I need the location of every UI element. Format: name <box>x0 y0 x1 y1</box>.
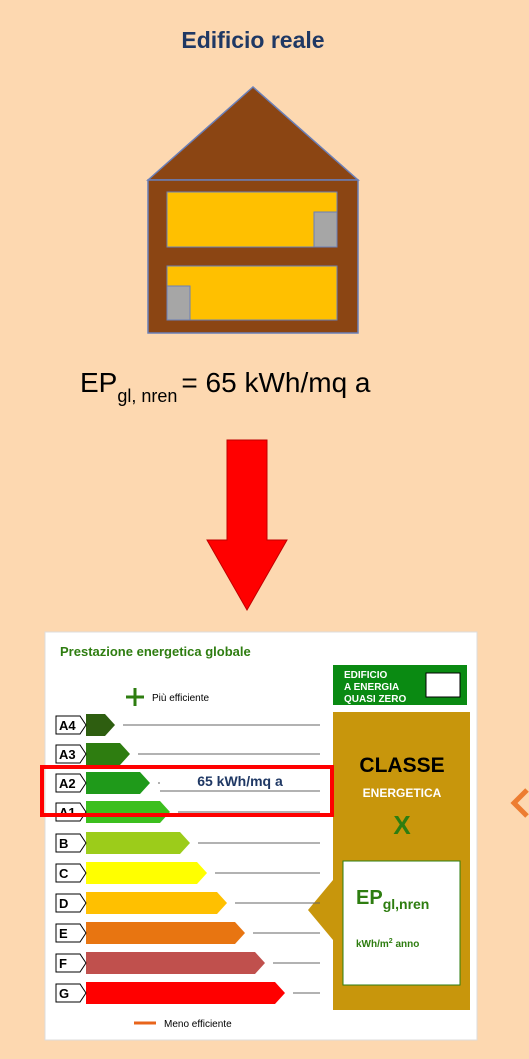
class-tag <box>55 893 87 913</box>
unit-sup: 2 <box>389 938 393 945</box>
label-title: Prestazione energetica globale <box>60 644 251 659</box>
unit-rest: anno <box>393 939 420 950</box>
formula-sub: gl, nren <box>117 386 177 406</box>
highlight <box>40 765 334 817</box>
energetica: ENERGETICA <box>363 786 442 800</box>
more-efficient: Più efficiente <box>152 693 210 704</box>
class-tag <box>55 715 87 735</box>
class-tag <box>55 983 87 1003</box>
class-tag <box>55 773 87 793</box>
class-arrow <box>86 832 190 854</box>
unit: kWh/m2 anno <box>356 938 419 950</box>
formula-main: EP <box>80 367 117 398</box>
down-arrow <box>206 439 288 612</box>
ep-main: EP <box>356 887 383 909</box>
class-tag <box>55 863 87 883</box>
ep: EPgl,nren <box>356 887 429 912</box>
class-name: C <box>59 866 69 881</box>
title: Edificio reale <box>181 27 324 53</box>
formula-rest: = 65 kWh/mq a <box>181 367 371 398</box>
class-name: E <box>59 926 68 941</box>
class-tag <box>55 953 87 973</box>
class-name: F <box>59 956 67 971</box>
class-tag <box>55 744 87 764</box>
value-label: 65 kWh/mq a <box>197 773 283 789</box>
class-pointer <box>308 880 333 940</box>
class-arrow <box>86 714 115 736</box>
nzeb-check <box>425 672 461 698</box>
class-arrow <box>86 801 170 823</box>
class-arrow <box>86 772 150 794</box>
class-name: A4 <box>59 718 76 733</box>
unit-main: kWh/m <box>356 939 389 950</box>
class-name: B <box>59 836 68 851</box>
class-tag <box>55 923 87 943</box>
current-line-bg <box>160 772 320 790</box>
ep-box <box>342 860 461 986</box>
nzeb-2: A ENERGIA <box>344 682 399 693</box>
class-name: A3 <box>59 747 76 762</box>
class-x: X <box>393 810 411 840</box>
class-name: D <box>59 896 68 911</box>
formula: EPgl, nren = 65 kWh/mq a <box>80 367 371 406</box>
ep-sub: gl,nren <box>383 896 430 912</box>
energy-label: Prestazione energetica globale Più effic… <box>40 631 478 1041</box>
house <box>146 85 360 334</box>
class-arrow <box>86 922 245 944</box>
class-arrow <box>86 743 130 765</box>
class-arrow <box>86 862 207 884</box>
class-name: A2 <box>59 776 76 791</box>
less-efficient: Meno efficiente <box>164 1019 232 1030</box>
class-arrow <box>86 982 285 1004</box>
plus-icon <box>126 688 144 706</box>
side-chevron <box>510 788 529 818</box>
nzeb-1: EDIFICIO <box>344 670 388 681</box>
class-tag <box>55 833 87 853</box>
class-arrow <box>86 952 265 974</box>
class-arrow <box>86 892 227 914</box>
class-name: A1 <box>59 805 76 820</box>
nzeb-3: QUASI ZERO <box>344 694 406 705</box>
classe: CLASSE <box>359 754 444 777</box>
class-name: G <box>59 986 69 1001</box>
